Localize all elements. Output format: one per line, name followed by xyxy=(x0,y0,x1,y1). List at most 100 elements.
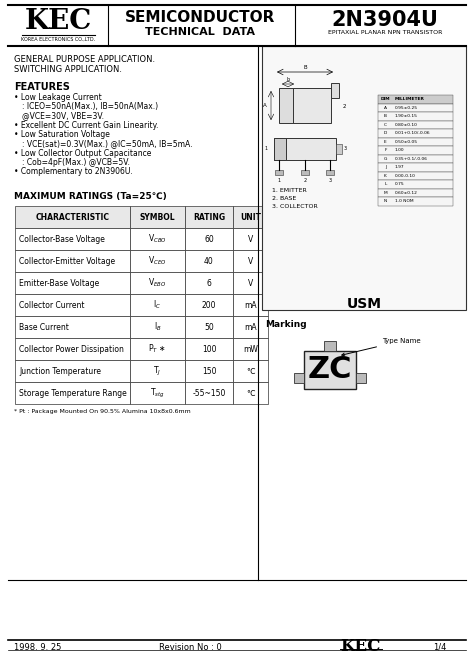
Text: V$_{CEO}$: V$_{CEO}$ xyxy=(148,255,167,267)
Bar xyxy=(185,250,233,272)
Text: • Low Saturation Voltage: • Low Saturation Voltage xyxy=(14,130,110,139)
Text: T$_J$: T$_J$ xyxy=(154,364,162,378)
Text: Emitter-Base Voltage: Emitter-Base Voltage xyxy=(19,279,99,287)
Text: 0.60±0.12: 0.60±0.12 xyxy=(395,191,418,195)
Text: 3. COLLECTOR: 3. COLLECTOR xyxy=(272,204,318,209)
Bar xyxy=(130,206,185,228)
Bar xyxy=(378,137,453,146)
Text: mW: mW xyxy=(243,344,258,354)
Bar xyxy=(378,180,453,188)
Text: • Complementary to 2N3906U.: • Complementary to 2N3906U. xyxy=(14,167,133,176)
Text: GENERAL PURPOSE APPLICATION.: GENERAL PURPOSE APPLICATION. xyxy=(14,55,155,64)
Text: USM: USM xyxy=(346,297,382,311)
Text: 1: 1 xyxy=(265,147,268,151)
Text: V: V xyxy=(248,279,253,287)
Bar xyxy=(378,95,453,103)
Text: 1.90±0.15: 1.90±0.15 xyxy=(395,115,418,118)
Bar xyxy=(331,83,339,98)
Text: MAXIMUM RATINGS (Ta=25℃): MAXIMUM RATINGS (Ta=25℃) xyxy=(14,192,167,201)
Bar xyxy=(233,206,268,228)
Bar xyxy=(233,360,268,382)
Text: 0.75: 0.75 xyxy=(395,182,405,186)
Bar xyxy=(326,170,334,175)
Bar xyxy=(185,294,233,316)
Bar xyxy=(15,206,130,228)
Text: 2N3904U: 2N3904U xyxy=(331,10,438,30)
Text: Marking: Marking xyxy=(265,320,307,329)
Text: Revision No : 0: Revision No : 0 xyxy=(159,643,221,652)
Bar xyxy=(279,88,294,123)
Text: 40: 40 xyxy=(204,257,214,265)
Bar xyxy=(130,272,185,294)
Bar xyxy=(15,250,130,272)
Text: 200: 200 xyxy=(202,301,216,310)
Text: • Low Leakage Current: • Low Leakage Current xyxy=(14,93,102,102)
Bar xyxy=(233,382,268,404)
Text: C: C xyxy=(384,123,387,127)
Bar xyxy=(185,272,233,294)
Bar xyxy=(130,360,185,382)
Text: G: G xyxy=(384,157,387,161)
Text: 0.80±0.10: 0.80±0.10 xyxy=(395,123,418,127)
Text: 1998. 9. 25: 1998. 9. 25 xyxy=(14,643,61,652)
Bar xyxy=(378,112,453,121)
Bar xyxy=(185,338,233,360)
Text: KOREA ELECTRONICS CO.,LTD.: KOREA ELECTRONICS CO.,LTD. xyxy=(21,37,95,42)
Text: • Excellent DC Current Gain Linearity.: • Excellent DC Current Gain Linearity. xyxy=(14,121,158,130)
Bar xyxy=(130,382,185,404)
Text: F: F xyxy=(384,148,387,152)
Bar xyxy=(294,373,304,383)
Text: 0.50±0.05: 0.50±0.05 xyxy=(395,140,418,144)
Text: UNIT: UNIT xyxy=(240,212,261,222)
Text: * Pt : Package Mounted On 90.5% Alumina 10x8x0.6mm: * Pt : Package Mounted On 90.5% Alumina … xyxy=(14,409,191,414)
Text: @VCE=30V, VBE=3V.: @VCE=30V, VBE=3V. xyxy=(22,111,104,120)
Text: T$_{stg}$: T$_{stg}$ xyxy=(150,387,165,399)
Bar xyxy=(378,163,453,172)
Bar xyxy=(262,46,466,310)
Text: B: B xyxy=(384,115,387,118)
Bar xyxy=(233,272,268,294)
Text: b: b xyxy=(286,77,290,82)
Bar xyxy=(378,103,453,112)
Text: CHARACTERISTIC: CHARACTERISTIC xyxy=(36,212,109,222)
Bar xyxy=(275,170,283,175)
Text: MILLIMETER: MILLIMETER xyxy=(395,97,425,101)
Text: RATING: RATING xyxy=(193,212,225,222)
Text: : VCE(sat)=0.3V(Max.) @IC=50mA, IB=5mA.: : VCE(sat)=0.3V(Max.) @IC=50mA, IB=5mA. xyxy=(22,139,192,148)
Text: ℃: ℃ xyxy=(246,389,255,397)
Bar xyxy=(130,250,185,272)
Text: 6: 6 xyxy=(207,279,211,287)
Text: SEMICONDUCTOR: SEMICONDUCTOR xyxy=(125,10,275,25)
Text: Collector-Base Voltage: Collector-Base Voltage xyxy=(19,234,105,243)
Text: P$_T$ ∗: P$_T$ ∗ xyxy=(148,343,166,355)
Bar xyxy=(185,316,233,338)
Text: 0.01+0.10/-0.06: 0.01+0.10/-0.06 xyxy=(395,131,430,135)
Bar xyxy=(15,360,130,382)
Bar xyxy=(293,88,331,123)
Text: 2: 2 xyxy=(303,178,307,183)
Bar xyxy=(130,338,185,360)
Bar xyxy=(185,360,233,382)
Bar xyxy=(15,228,130,250)
Text: KEC: KEC xyxy=(24,8,91,35)
Bar xyxy=(356,373,366,383)
Bar xyxy=(185,206,233,228)
Bar xyxy=(301,170,309,175)
Text: ZC: ZC xyxy=(308,356,352,385)
Bar xyxy=(233,250,268,272)
Text: 150: 150 xyxy=(202,366,216,375)
Text: mA: mA xyxy=(244,301,257,310)
Text: 1.0 NOM: 1.0 NOM xyxy=(395,199,414,203)
Text: V$_{EBO}$: V$_{EBO}$ xyxy=(148,277,167,289)
Text: TECHNICAL  DATA: TECHNICAL DATA xyxy=(145,27,255,37)
Bar xyxy=(15,338,130,360)
Text: I$_B$: I$_B$ xyxy=(154,321,161,333)
Text: Base Current: Base Current xyxy=(19,322,69,332)
Bar xyxy=(15,272,130,294)
Text: K: K xyxy=(384,174,387,178)
Text: I$_C$: I$_C$ xyxy=(154,299,162,312)
Text: Type Name: Type Name xyxy=(342,338,420,356)
Bar xyxy=(378,121,453,129)
Bar xyxy=(233,338,268,360)
Bar xyxy=(233,294,268,316)
